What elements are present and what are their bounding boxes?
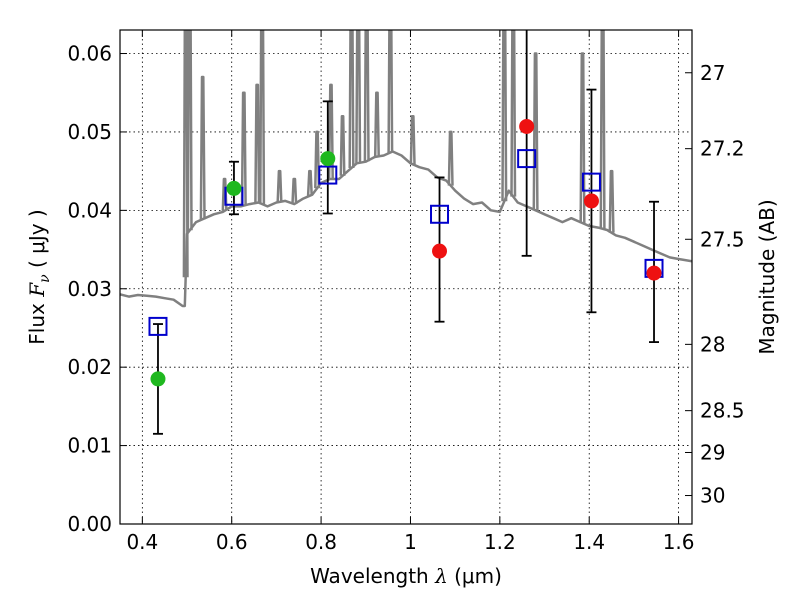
x-axis-ticks: 0.4 0.6 0.8 1 1.2 1.4 1.6 [126, 30, 695, 554]
emission-line-spike [355, 30, 362, 164]
x-tick-label: 1.2 [484, 530, 516, 554]
observed-flux-point [226, 180, 242, 196]
observed-flux-point [432, 243, 448, 259]
x-tick-label: 0.8 [305, 530, 337, 554]
y2-tick-label: 27 [700, 61, 725, 85]
x-tick-label: 0.4 [126, 530, 158, 554]
x-tick-label: 1 [404, 530, 417, 554]
plot-frame [119, 29, 693, 525]
y-axis-ticks: 0.00 0.01 0.02 0.03 0.04 0.05 0.06 [67, 42, 127, 536]
emission-line-spike [306, 169, 313, 196]
emission-line-spike [186, 30, 193, 231]
emission-line-spike [314, 130, 321, 189]
plot-area [120, 30, 692, 435]
emission-line-spike [348, 30, 355, 169]
y-tick-label: 0.00 [67, 512, 112, 536]
x-tick-label: 1.6 [663, 530, 695, 554]
emission-line-spike [599, 30, 606, 229]
y2-tick-label: 30 [700, 484, 725, 508]
y2-tick-label: 27.5 [700, 227, 745, 251]
emission-line-spike [259, 30, 266, 205]
y2-axis-ticks: 27 27.2 27.5 28 28.5 29 30 [685, 61, 745, 508]
observed-flux-point [519, 118, 535, 134]
model-photometry-square [318, 165, 338, 185]
observed-points [150, 118, 662, 387]
y2-axis-label: Magnitude (AB) [755, 199, 779, 354]
emission-line-spike [373, 91, 380, 157]
model-photometry-square [581, 172, 601, 192]
emission-line-spike [532, 52, 539, 211]
model-photometry-square [517, 149, 537, 169]
model-photometry-points [148, 149, 664, 336]
emission-line-spike [387, 30, 394, 153]
grid-lines [120, 30, 692, 525]
y-tick-label: 0.04 [67, 198, 112, 222]
observed-flux-point [583, 193, 599, 209]
emission-line-spike [182, 30, 189, 278]
emission-line-spike [240, 91, 247, 206]
emission-line-spike [608, 169, 615, 233]
emission-line-spike [199, 75, 206, 220]
emission-line-spike [339, 115, 346, 176]
emission-line-spike [291, 177, 298, 205]
emission-line-spike [579, 52, 586, 224]
y2-tick-label: 27.2 [700, 137, 745, 161]
emission-line-spike [276, 169, 283, 203]
observed-flux-point [646, 265, 662, 281]
model-photometry-square [430, 204, 450, 224]
model-photometry-square [148, 316, 168, 336]
emission-line-spike [501, 30, 508, 202]
emission-line-spike [510, 30, 517, 197]
emission-line-spike [363, 30, 370, 162]
y-axis-label: Flux Fν ( μJy ) [25, 209, 53, 344]
model-spectrum-line [120, 150, 692, 308]
emission-line-spike [327, 83, 334, 180]
emission-line-spike [447, 130, 454, 186]
observed-flux-point [320, 151, 336, 167]
x-axis-label: Wavelength λ (μm) [310, 564, 502, 588]
y-tick-label: 0.06 [67, 42, 112, 66]
y-tick-label: 0.03 [67, 277, 112, 301]
x-tick-label: 0.6 [216, 530, 248, 554]
y2-tick-label: 28.5 [700, 399, 745, 423]
emission-line-spike [254, 83, 261, 203]
y-tick-label: 0.02 [67, 355, 112, 379]
y-tick-label: 0.01 [67, 434, 112, 458]
y2-tick-label: 28 [700, 332, 725, 356]
y-tick-label: 0.05 [67, 120, 112, 144]
emission-lines [182, 30, 615, 278]
y2-tick-label: 29 [700, 440, 725, 464]
observed-flux-point [150, 371, 166, 387]
x-tick-label: 1.4 [573, 530, 605, 554]
emission-line-spike [409, 115, 416, 165]
